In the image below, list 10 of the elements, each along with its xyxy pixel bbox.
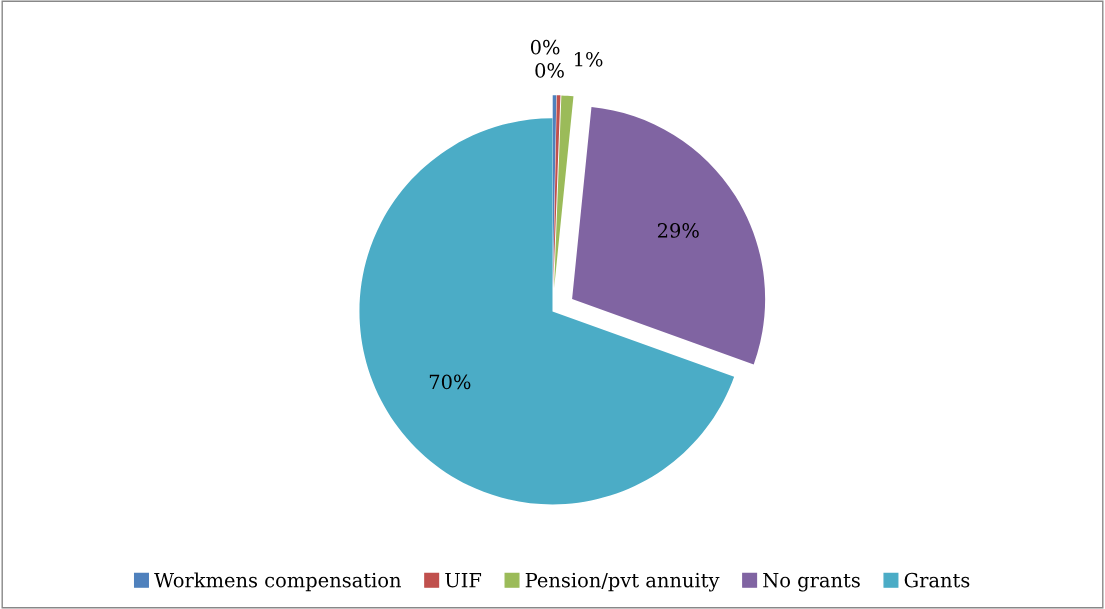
data-label: 70% [429,374,471,390]
data-label: 1% [575,51,603,67]
legend-label: Pension/pvt annuity [525,572,720,592]
data-label: 29% [657,223,699,238]
data-label: 0% [535,63,564,78]
legend-label: UIF [445,573,482,588]
data-label: 0% [530,39,560,55]
legend-label: No grants [763,573,860,592]
legend-label: Grants [904,572,970,588]
legend-label: Workmens compensation [154,572,401,592]
